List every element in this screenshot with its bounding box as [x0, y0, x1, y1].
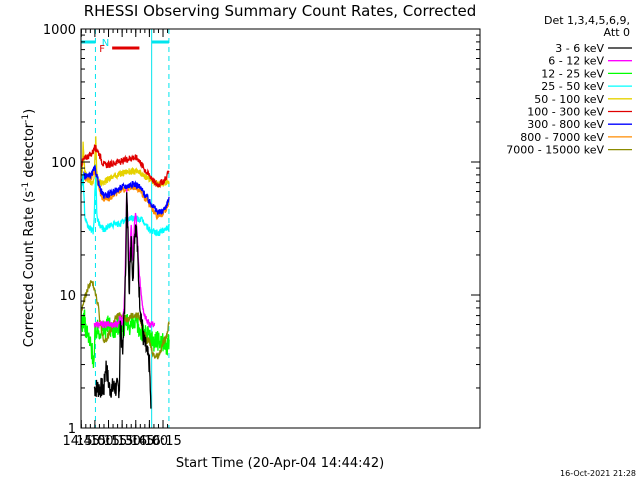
flag-label: F: [99, 44, 105, 55]
series-line: [81, 173, 170, 237]
y-tick-label: 10: [59, 289, 76, 304]
legend-label: 12 - 25 keV: [541, 67, 604, 80]
x-tick-label: 16:00: [131, 434, 168, 449]
y-tick-label: 100: [51, 156, 76, 171]
legend-header-line-2: Att 0: [604, 26, 630, 39]
chart-title: RHESSI Observing Summary Count Rates, Co…: [84, 2, 477, 20]
x-axis-label: Start Time (20-Apr-04 14:44:42): [176, 456, 384, 471]
y-tick-label: 1000: [43, 23, 76, 38]
legend-label: 300 - 800 keV: [527, 118, 604, 131]
legend-label: 50 - 100 keV: [534, 93, 604, 106]
legend-label: 3 - 6 keV: [555, 42, 604, 55]
series-line: [93, 192, 152, 409]
x-tick-label: 15:45: [117, 434, 154, 449]
legend-label: 800 - 7000 keV: [520, 131, 604, 144]
plot-content: [81, 29, 170, 428]
flag-label: N: [102, 38, 109, 49]
plot-frame: [80, 28, 481, 429]
series-line: [81, 280, 170, 360]
x-tick-label: 15:00: [76, 434, 113, 449]
x-tick-label: 16:15: [144, 434, 181, 449]
generation-timestamp: 16-Oct-2021 21:28: [560, 469, 636, 478]
legend-label: 7000 - 15000 keV: [506, 144, 604, 157]
legend-label: 25 - 50 keV: [541, 80, 604, 93]
legend-label: 100 - 300 keV: [527, 106, 604, 119]
legend-label: 6 - 12 keV: [548, 55, 604, 68]
y-axis: 1 10 100 1000: [43, 23, 480, 437]
y-tick-label: 1: [68, 422, 76, 437]
x-tick-label: 14:45: [63, 434, 100, 449]
x-tick-label: 15:30: [103, 434, 140, 449]
legend-header-line-1: Det 1,3,4,5,6,9,: [544, 14, 630, 27]
x-tick-label: 15:15: [90, 434, 127, 449]
plot-area: NF: [81, 29, 170, 428]
series-line: [81, 144, 170, 189]
y-axis-label: Corrected Count Rate (s-1 detector-1): [21, 109, 37, 347]
series-line: [81, 165, 170, 215]
